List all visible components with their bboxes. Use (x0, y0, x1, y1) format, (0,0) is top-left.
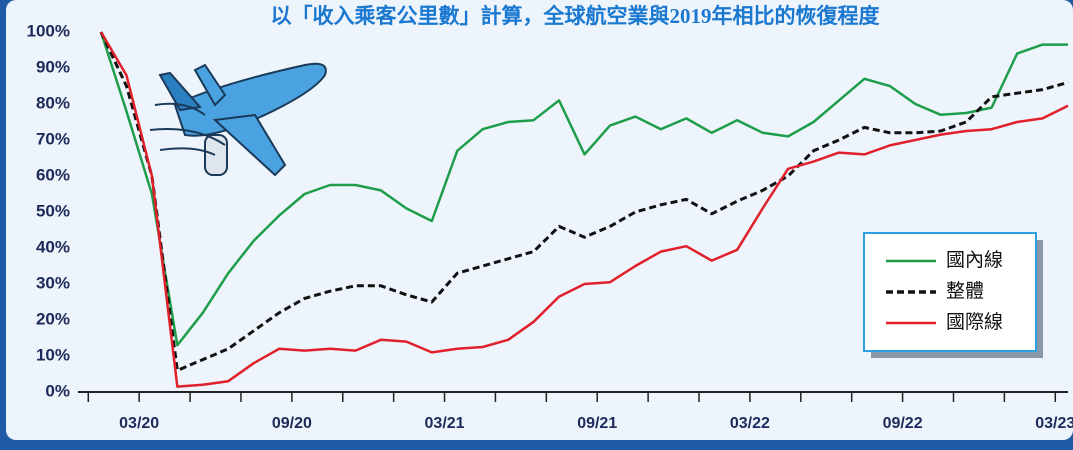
y-tick-label: 40% (36, 237, 70, 256)
y-tick-label: 100% (27, 21, 70, 40)
chart-title: 以「收入乘客公里數」計算，全球航空業與2019年相比的恢復程度 (271, 4, 880, 28)
y-tick-label: 20% (36, 309, 70, 328)
x-tick-label: 09/22 (883, 415, 923, 432)
y-tick-label: 80% (36, 93, 70, 112)
legend-label: 國際線 (946, 311, 1003, 333)
x-tick-label: 03/21 (425, 415, 465, 432)
panel (6, 0, 1073, 440)
y-tick-label: 90% (36, 57, 70, 76)
y-tick-label: 60% (36, 165, 70, 184)
chart: 以「收入乘客公里數」計算，全球航空業與2019年相比的恢復程度 0% 10% 20%… (0, 0, 1073, 450)
y-tick-label: 30% (36, 273, 70, 292)
y-tick-label: 50% (36, 201, 70, 220)
x-tick-label: 03/20 (119, 415, 159, 432)
x-tick-label: 03/22 (730, 415, 770, 432)
page: {"chart_data":{"type":"line", "title":"以… (0, 0, 1073, 450)
y-tick-label: 0% (45, 381, 70, 400)
x-tick-label: 09/21 (577, 415, 617, 432)
y-tick-label: 10% (36, 345, 70, 364)
x-tick-label: 03/23 (1035, 415, 1073, 432)
y-tick-label: 70% (36, 129, 70, 148)
legend-label: 國內線 (946, 249, 1003, 271)
legend-label: 整體 (946, 280, 984, 302)
x-tick-label: 09/20 (272, 415, 312, 432)
